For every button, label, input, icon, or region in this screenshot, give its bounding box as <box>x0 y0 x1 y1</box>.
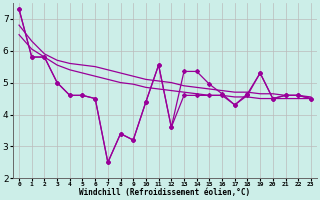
X-axis label: Windchill (Refroidissement éolien,°C): Windchill (Refroidissement éolien,°C) <box>79 188 251 197</box>
